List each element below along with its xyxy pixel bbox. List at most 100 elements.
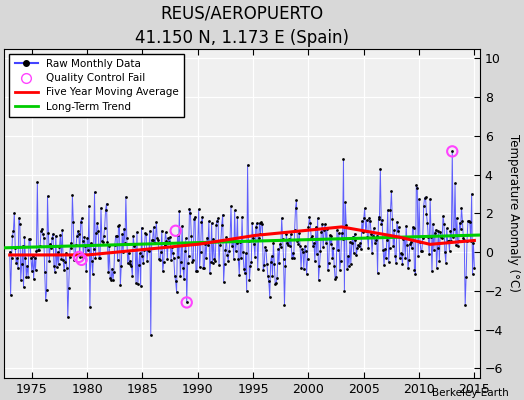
Point <box>311 258 319 264</box>
Point <box>151 240 160 246</box>
Point <box>283 240 291 247</box>
Point <box>29 276 38 282</box>
Point <box>16 220 24 227</box>
Point <box>322 239 330 246</box>
Point <box>410 267 419 273</box>
Point <box>468 271 477 278</box>
Point <box>126 258 135 264</box>
Point <box>146 228 154 234</box>
Point <box>69 219 78 226</box>
Point <box>331 276 340 282</box>
Point <box>117 263 125 269</box>
Point <box>182 299 191 306</box>
Point <box>54 261 63 267</box>
Point <box>460 237 468 243</box>
Point <box>36 243 45 249</box>
Point <box>67 244 75 251</box>
Point <box>39 231 47 237</box>
Point <box>154 236 162 243</box>
Point <box>147 332 155 338</box>
Point <box>353 245 362 252</box>
Point <box>161 229 170 236</box>
Point <box>287 231 295 237</box>
Point <box>140 247 148 253</box>
Point <box>198 218 206 225</box>
Point <box>226 236 234 243</box>
Point <box>243 162 252 168</box>
Point <box>429 221 437 227</box>
Point <box>137 224 146 231</box>
Point <box>101 224 109 231</box>
Point <box>234 256 243 262</box>
Point <box>162 238 171 244</box>
Point <box>461 302 470 308</box>
Point <box>216 242 224 249</box>
Point <box>445 248 454 254</box>
Point <box>421 194 430 200</box>
Point <box>123 234 131 241</box>
Point <box>208 220 216 226</box>
Point <box>235 272 244 278</box>
Point <box>422 210 431 217</box>
Point <box>228 242 236 249</box>
Point <box>293 238 301 244</box>
Point <box>444 238 453 244</box>
Point <box>195 264 204 270</box>
Point <box>141 230 149 237</box>
Point <box>398 261 407 267</box>
Point <box>375 216 384 222</box>
Point <box>420 202 428 209</box>
Point <box>205 270 214 276</box>
Point <box>7 254 16 261</box>
Point <box>301 243 309 250</box>
Point <box>41 297 50 303</box>
Point <box>152 219 160 225</box>
Point <box>80 234 89 240</box>
Point <box>193 240 202 247</box>
Point <box>367 230 375 237</box>
Point <box>62 250 70 256</box>
Point <box>312 251 321 257</box>
Point <box>228 236 237 242</box>
Point <box>328 232 336 239</box>
Point <box>32 248 41 254</box>
Point <box>14 265 22 271</box>
Point <box>317 228 325 235</box>
Point <box>148 237 157 244</box>
Point <box>302 271 311 278</box>
Point <box>160 242 169 248</box>
Point <box>42 287 51 294</box>
Point <box>184 252 193 259</box>
Point <box>173 232 182 238</box>
Point <box>397 250 405 257</box>
Point <box>368 250 376 256</box>
Point <box>362 228 370 234</box>
Point <box>79 254 88 260</box>
Point <box>44 230 52 236</box>
Point <box>470 264 478 271</box>
Point <box>450 226 458 232</box>
Point <box>396 255 404 262</box>
Point <box>443 225 451 232</box>
Point <box>274 246 282 252</box>
Point <box>46 240 54 247</box>
Point <box>194 206 203 213</box>
Point <box>38 226 46 232</box>
Point <box>374 270 382 276</box>
Point <box>246 263 255 269</box>
Point <box>284 242 292 248</box>
Point <box>286 242 294 249</box>
Point <box>230 256 238 262</box>
Point <box>17 277 25 283</box>
Point <box>18 243 27 249</box>
Point <box>171 228 180 234</box>
Point <box>337 230 346 236</box>
Point <box>236 239 244 245</box>
Point <box>347 260 355 267</box>
Point <box>275 260 283 266</box>
Point <box>323 226 331 232</box>
Point <box>220 279 228 286</box>
Point <box>431 230 439 236</box>
Point <box>139 260 148 266</box>
Point <box>261 244 269 250</box>
